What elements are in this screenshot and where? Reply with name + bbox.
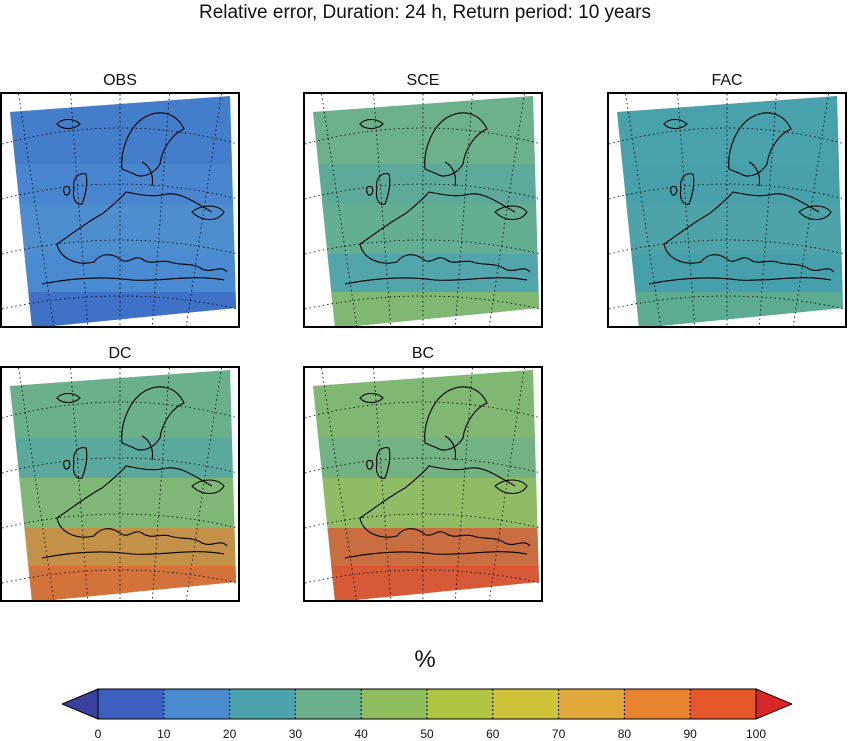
colorbar-tick-label: 10 bbox=[157, 727, 171, 741]
colorbar-over-arrow bbox=[755, 688, 792, 720]
colorbar-segment-8 bbox=[624, 689, 691, 719]
figure-title: Relative error, Duration: 24 h, Return p… bbox=[198, 2, 651, 23]
colorbar-segment-6 bbox=[492, 689, 559, 719]
colorbar-tick-label: 70 bbox=[551, 727, 566, 741]
map-image bbox=[609, 94, 845, 326]
map-image bbox=[305, 368, 541, 600]
colorbar-segment-4 bbox=[361, 689, 427, 719]
map-panel-dc bbox=[0, 366, 240, 602]
colorbar-under-arrow bbox=[62, 688, 99, 720]
colorbar-tick-label: 60 bbox=[486, 727, 500, 741]
colorbar-segment-0 bbox=[98, 689, 164, 719]
colorbar-tick-label: 40 bbox=[354, 727, 368, 741]
colorbar-segment-1 bbox=[163, 689, 230, 719]
colorbar-segment-3 bbox=[295, 689, 362, 719]
colorbar-segment-5 bbox=[427, 689, 493, 719]
colorbar-tick-label: 80 bbox=[617, 727, 632, 741]
panel-title-sce: SCE bbox=[406, 72, 440, 89]
colorbar-tick-label: 50 bbox=[420, 727, 434, 741]
colorbar-tick-label: 30 bbox=[288, 727, 303, 741]
map-image bbox=[305, 94, 541, 326]
colorbar-segment-2 bbox=[229, 689, 296, 719]
colorbar-tick-label: 0 bbox=[94, 727, 102, 741]
colorbar bbox=[62, 688, 792, 720]
map-panel-bc bbox=[303, 366, 543, 602]
map-panel-sce bbox=[303, 92, 543, 328]
map-panel-obs bbox=[0, 92, 240, 328]
colorbar-tick-label: 20 bbox=[222, 727, 237, 741]
colorbar-segment-9 bbox=[690, 689, 756, 719]
colorbar-segment-7 bbox=[558, 689, 625, 719]
panel-title-bc: BC bbox=[411, 345, 435, 362]
colorbar-tick-label: 100 bbox=[745, 727, 767, 741]
colorbar-tick-label: 90 bbox=[683, 727, 697, 741]
map-image bbox=[2, 94, 238, 326]
panel-title-fac: FAC bbox=[711, 72, 743, 89]
map-image bbox=[2, 368, 238, 600]
panel-title-obs: OBS bbox=[103, 72, 137, 89]
panel-title-dc: DC bbox=[108, 345, 132, 362]
map-panel-fac bbox=[607, 92, 847, 328]
colorbar-unit: % bbox=[414, 646, 436, 673]
